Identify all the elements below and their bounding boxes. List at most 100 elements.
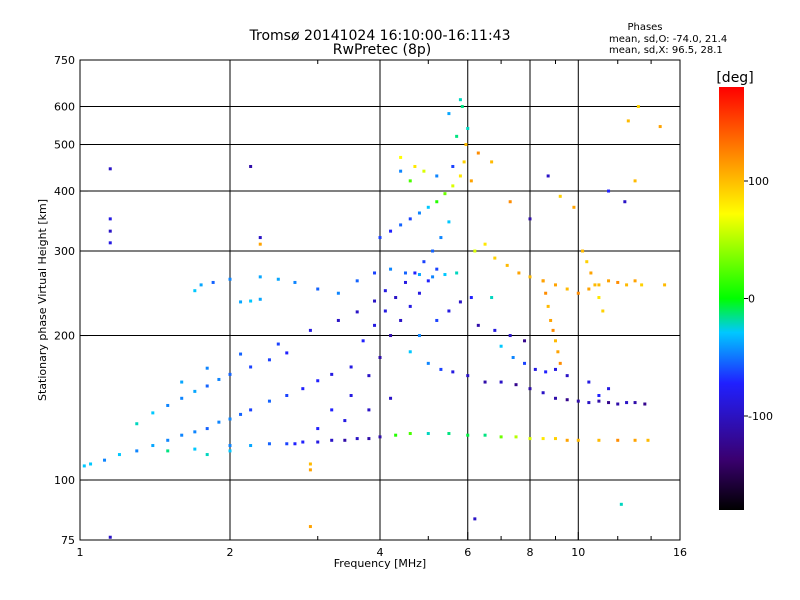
data-point [607, 401, 611, 405]
data-point [193, 389, 197, 393]
data-point [308, 468, 312, 472]
data-point [403, 271, 407, 275]
data-point [399, 155, 403, 159]
data-point [451, 370, 455, 374]
data-point [469, 296, 473, 300]
y-axis-ticks: 75 100 200 300 400 500 600 750 [54, 54, 88, 547]
x-tick-label: 16 [673, 546, 687, 559]
data-point [546, 174, 550, 178]
data-point [633, 401, 637, 405]
data-point [469, 179, 473, 183]
data-point [217, 420, 221, 424]
data-point [553, 283, 557, 287]
data-point [553, 339, 557, 343]
data-point [576, 399, 580, 403]
data-point [205, 384, 209, 388]
data-point [383, 309, 387, 313]
chart-subtitle: RwPretec (8p) [333, 42, 431, 58]
data-point [619, 502, 623, 506]
data-point [258, 297, 262, 301]
data-point [89, 462, 93, 466]
data-point [343, 438, 347, 442]
data-point [249, 365, 253, 369]
data-point [228, 372, 232, 376]
data-point [435, 200, 439, 204]
data-point [607, 189, 611, 193]
data-point [239, 352, 243, 356]
data-point [249, 299, 253, 303]
data-point [462, 160, 466, 164]
grid-lines [80, 60, 680, 540]
data-point [422, 260, 426, 264]
data-point [135, 449, 139, 453]
data-point [565, 374, 569, 378]
data-point [528, 387, 532, 391]
data-point [205, 366, 209, 370]
data-point [426, 205, 430, 209]
data-point [431, 249, 435, 253]
data-point [316, 427, 320, 431]
data-point [447, 309, 451, 313]
data-point [443, 192, 447, 196]
data-point [633, 438, 637, 442]
data-point [378, 435, 382, 439]
data-point [431, 275, 435, 279]
data-point [367, 374, 371, 378]
data-point [451, 184, 455, 188]
data-point [499, 435, 503, 439]
data-point [593, 283, 597, 287]
data-point [228, 277, 232, 281]
y-tick-label: 750 [54, 54, 75, 67]
data-point [458, 300, 462, 304]
data-points [82, 98, 667, 539]
data-point [426, 361, 430, 365]
data-point [460, 105, 464, 109]
data-point [82, 464, 86, 468]
data-point [228, 417, 232, 421]
data-point [511, 355, 515, 359]
data-point [597, 296, 601, 300]
data-point [308, 462, 312, 466]
data-point [308, 525, 312, 529]
data-point [523, 361, 527, 365]
data-point [473, 517, 477, 521]
data-point [514, 383, 518, 387]
data-point [258, 236, 262, 240]
data-point [108, 535, 112, 539]
data-point [258, 242, 262, 246]
data-point [413, 164, 417, 168]
x-tick-label: 10 [571, 546, 585, 559]
data-point [267, 442, 271, 446]
data-point [276, 342, 280, 346]
data-point [417, 273, 421, 277]
data-point [166, 438, 170, 442]
data-point [473, 249, 477, 253]
data-point [408, 350, 412, 354]
data-point [493, 328, 497, 332]
data-point [597, 399, 601, 403]
data-point [565, 287, 569, 291]
data-point [483, 433, 487, 437]
data-point [373, 271, 377, 275]
data-point [211, 280, 215, 284]
data-point [585, 260, 589, 264]
data-point [625, 401, 629, 405]
data-point [565, 438, 569, 442]
data-point [435, 174, 439, 178]
data-point [336, 291, 340, 295]
data-point [447, 112, 451, 116]
data-point [625, 283, 629, 287]
data-point [151, 444, 155, 448]
data-point [308, 328, 312, 332]
data-point [544, 370, 548, 374]
data-point [549, 318, 553, 322]
data-point [417, 334, 421, 338]
data-point [151, 411, 155, 415]
data-point [293, 442, 297, 446]
data-point [349, 365, 353, 369]
stats-x-line: mean, sd,X: 96.5, 28.1 [609, 45, 723, 56]
colorbar-tick-label: 100 [748, 175, 769, 188]
data-point [483, 380, 487, 384]
data-point [464, 143, 468, 147]
y-tick-label: 500 [54, 139, 75, 152]
